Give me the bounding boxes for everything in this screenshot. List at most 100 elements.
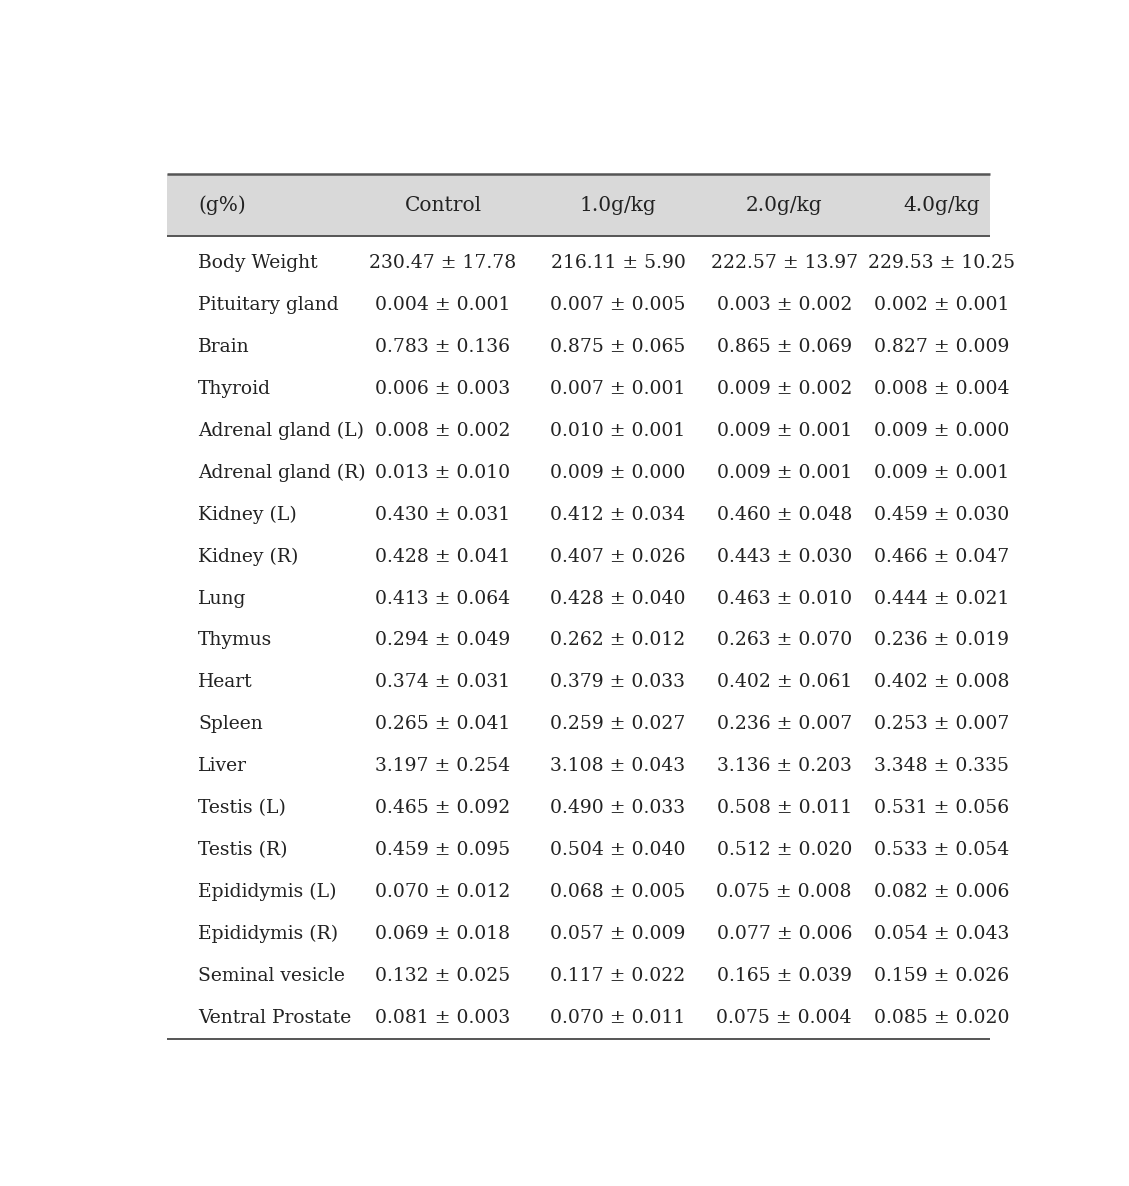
Text: Liver: Liver — [198, 758, 247, 776]
Text: Ventral Prostate: Ventral Prostate — [198, 1009, 351, 1027]
Text: 0.068 ± 0.005: 0.068 ± 0.005 — [550, 884, 685, 901]
Text: 0.428 ± 0.040: 0.428 ± 0.040 — [550, 589, 685, 607]
Text: 0.007 ± 0.005: 0.007 ± 0.005 — [550, 295, 685, 314]
Text: 0.009 ± 0.001: 0.009 ± 0.001 — [717, 464, 852, 482]
Text: 0.075 ± 0.004: 0.075 ± 0.004 — [717, 1009, 852, 1027]
Text: 0.783 ± 0.136: 0.783 ± 0.136 — [376, 338, 510, 356]
Text: 229.53 ± 10.25: 229.53 ± 10.25 — [868, 254, 1015, 272]
Text: 0.294 ± 0.049: 0.294 ± 0.049 — [375, 631, 510, 650]
Text: 0.263 ± 0.070: 0.263 ± 0.070 — [717, 631, 852, 650]
Text: 0.459 ± 0.030: 0.459 ± 0.030 — [874, 505, 1009, 523]
Text: 0.006 ± 0.003: 0.006 ± 0.003 — [375, 380, 510, 397]
Text: 0.057 ± 0.009: 0.057 ± 0.009 — [550, 925, 685, 943]
Text: 0.463 ± 0.010: 0.463 ± 0.010 — [717, 589, 851, 607]
Text: 0.075 ± 0.008: 0.075 ± 0.008 — [717, 884, 852, 901]
Text: 0.374 ± 0.031: 0.374 ± 0.031 — [376, 674, 510, 691]
Text: Body Weight: Body Weight — [198, 254, 317, 272]
Text: 0.262 ± 0.012: 0.262 ± 0.012 — [550, 631, 685, 650]
Text: Thymus: Thymus — [198, 631, 272, 650]
Text: 3.108 ± 0.043: 3.108 ± 0.043 — [551, 758, 685, 776]
Text: Adrenal gland (L): Adrenal gland (L) — [198, 421, 364, 440]
Text: 0.013 ± 0.010: 0.013 ± 0.010 — [376, 464, 510, 482]
Text: 2.0g/kg: 2.0g/kg — [746, 196, 823, 215]
Text: 0.428 ± 0.041: 0.428 ± 0.041 — [375, 548, 510, 566]
Text: Kidney (L): Kidney (L) — [198, 505, 297, 524]
Text: 230.47 ± 17.78: 230.47 ± 17.78 — [369, 254, 517, 272]
Text: 0.009 ± 0.001: 0.009 ± 0.001 — [874, 464, 1009, 482]
Text: (g%): (g%) — [198, 196, 246, 215]
Text: 0.827 ± 0.009: 0.827 ± 0.009 — [874, 338, 1009, 356]
Text: 0.007 ± 0.001: 0.007 ± 0.001 — [550, 380, 685, 397]
Text: 0.132 ± 0.025: 0.132 ± 0.025 — [375, 967, 510, 986]
Text: 0.117 ± 0.022: 0.117 ± 0.022 — [550, 967, 685, 986]
Text: 216.11 ± 5.90: 216.11 ± 5.90 — [551, 254, 685, 272]
Text: 0.504 ± 0.040: 0.504 ± 0.040 — [550, 841, 685, 860]
Text: Brain: Brain — [198, 338, 250, 356]
Text: 0.054 ± 0.043: 0.054 ± 0.043 — [874, 925, 1009, 943]
Text: 0.069 ± 0.018: 0.069 ± 0.018 — [376, 925, 510, 943]
Text: 0.004 ± 0.001: 0.004 ± 0.001 — [375, 295, 510, 314]
Text: 0.081 ± 0.003: 0.081 ± 0.003 — [375, 1009, 510, 1027]
Text: 0.466 ± 0.047: 0.466 ± 0.047 — [874, 548, 1009, 566]
Text: 0.236 ± 0.019: 0.236 ± 0.019 — [874, 631, 1009, 650]
Text: 0.402 ± 0.008: 0.402 ± 0.008 — [874, 674, 1009, 691]
Text: 0.009 ± 0.001: 0.009 ± 0.001 — [717, 422, 852, 440]
Bar — [167, 174, 990, 236]
Text: Seminal vesicle: Seminal vesicle — [198, 967, 344, 986]
Text: 3.348 ± 0.335: 3.348 ± 0.335 — [874, 758, 1009, 776]
Text: 0.070 ± 0.012: 0.070 ± 0.012 — [375, 884, 510, 901]
Text: 0.009 ± 0.000: 0.009 ± 0.000 — [874, 422, 1009, 440]
Text: 0.875 ± 0.065: 0.875 ± 0.065 — [550, 338, 685, 356]
Text: 0.159 ± 0.026: 0.159 ± 0.026 — [874, 967, 1009, 986]
Text: Thyroid: Thyroid — [198, 380, 271, 397]
Text: 0.009 ± 0.000: 0.009 ± 0.000 — [550, 464, 685, 482]
Text: Epididymis (R): Epididymis (R) — [198, 925, 338, 943]
Text: 0.531 ± 0.056: 0.531 ± 0.056 — [874, 799, 1009, 817]
Text: 0.077 ± 0.006: 0.077 ± 0.006 — [717, 925, 852, 943]
Text: 3.136 ± 0.203: 3.136 ± 0.203 — [717, 758, 851, 776]
Text: 0.259 ± 0.027: 0.259 ± 0.027 — [550, 715, 685, 733]
Text: Kidney (R): Kidney (R) — [198, 548, 298, 566]
Text: 0.165 ± 0.039: 0.165 ± 0.039 — [717, 967, 851, 986]
Text: 0.070 ± 0.011: 0.070 ± 0.011 — [550, 1009, 685, 1027]
Text: Testis (L): Testis (L) — [198, 799, 286, 817]
Text: Heart: Heart — [198, 674, 253, 691]
Text: 0.082 ± 0.006: 0.082 ± 0.006 — [874, 884, 1009, 901]
Text: 0.085 ± 0.020: 0.085 ± 0.020 — [874, 1009, 1009, 1027]
Text: 0.460 ± 0.048: 0.460 ± 0.048 — [717, 505, 852, 523]
Text: 0.508 ± 0.011: 0.508 ± 0.011 — [717, 799, 852, 817]
Text: 0.008 ± 0.002: 0.008 ± 0.002 — [375, 422, 510, 440]
Text: 0.003 ± 0.002: 0.003 ± 0.002 — [717, 295, 852, 314]
Text: 0.008 ± 0.004: 0.008 ± 0.004 — [874, 380, 1009, 397]
Text: 0.533 ± 0.054: 0.533 ± 0.054 — [874, 841, 1009, 860]
Text: 0.512 ± 0.020: 0.512 ± 0.020 — [717, 841, 852, 860]
Text: Spleen: Spleen — [198, 715, 263, 733]
Text: 0.444 ± 0.021: 0.444 ± 0.021 — [874, 589, 1009, 607]
Text: 0.009 ± 0.002: 0.009 ± 0.002 — [717, 380, 852, 397]
Text: 0.002 ± 0.001: 0.002 ± 0.001 — [874, 295, 1009, 314]
Text: 0.459 ± 0.095: 0.459 ± 0.095 — [375, 841, 510, 860]
Text: Pituitary gland: Pituitary gland — [198, 295, 339, 314]
Text: 0.402 ± 0.061: 0.402 ± 0.061 — [717, 674, 852, 691]
Text: 0.430 ± 0.031: 0.430 ± 0.031 — [376, 505, 510, 523]
Text: 0.413 ± 0.064: 0.413 ± 0.064 — [376, 589, 510, 607]
Text: 0.443 ± 0.030: 0.443 ± 0.030 — [717, 548, 852, 566]
Text: Lung: Lung — [198, 589, 246, 607]
Text: 0.379 ± 0.033: 0.379 ± 0.033 — [551, 674, 685, 691]
Text: 0.253 ± 0.007: 0.253 ± 0.007 — [874, 715, 1009, 733]
Text: Adrenal gland (R): Adrenal gland (R) — [198, 464, 366, 482]
Text: 1.0g/kg: 1.0g/kg — [579, 196, 656, 215]
Text: 0.412 ± 0.034: 0.412 ± 0.034 — [550, 505, 685, 523]
Text: Control: Control — [404, 196, 482, 215]
Text: 222.57 ± 13.97: 222.57 ± 13.97 — [710, 254, 858, 272]
Text: 0.010 ± 0.001: 0.010 ± 0.001 — [550, 422, 685, 440]
Text: 0.236 ± 0.007: 0.236 ± 0.007 — [717, 715, 852, 733]
Text: 4.0g/kg: 4.0g/kg — [903, 196, 980, 215]
Text: Testis (R): Testis (R) — [198, 841, 288, 860]
Text: 0.407 ± 0.026: 0.407 ± 0.026 — [550, 548, 685, 566]
Text: Epididymis (L): Epididymis (L) — [198, 884, 336, 901]
Text: 0.490 ± 0.033: 0.490 ± 0.033 — [551, 799, 685, 817]
Text: 0.265 ± 0.041: 0.265 ± 0.041 — [375, 715, 510, 733]
Text: 0.865 ± 0.069: 0.865 ± 0.069 — [717, 338, 851, 356]
Text: 3.197 ± 0.254: 3.197 ± 0.254 — [376, 758, 510, 776]
